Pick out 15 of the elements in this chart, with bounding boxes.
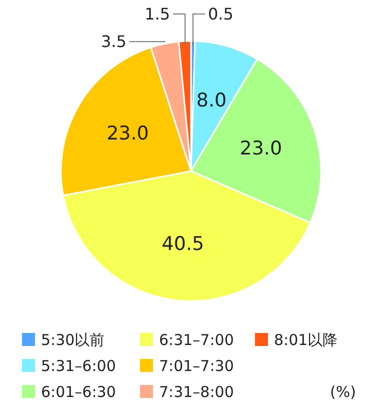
legend-label: 5:31–6:00 [41,357,116,375]
data-label: 1.5 [144,4,170,24]
data-label: 0.5 [208,4,234,24]
data-label: 3.5 [100,32,126,52]
data-label: 23.0 [106,122,149,145]
legend-label: 5:30以前 [41,331,105,349]
legend-label: 7:31–8:00 [159,383,234,401]
legend-label: 6:01–6:30 [41,383,116,401]
data-label: 23.0 [240,137,282,160]
data-label: 8.0 [196,89,227,112]
text: (%) [330,383,356,401]
data-label: 40.5 [162,233,204,256]
legend-label: 6:31–7:00 [159,331,234,349]
legend-label: 8:01以降 [274,331,338,349]
legend-label: 7:01–7:30 [159,357,234,375]
